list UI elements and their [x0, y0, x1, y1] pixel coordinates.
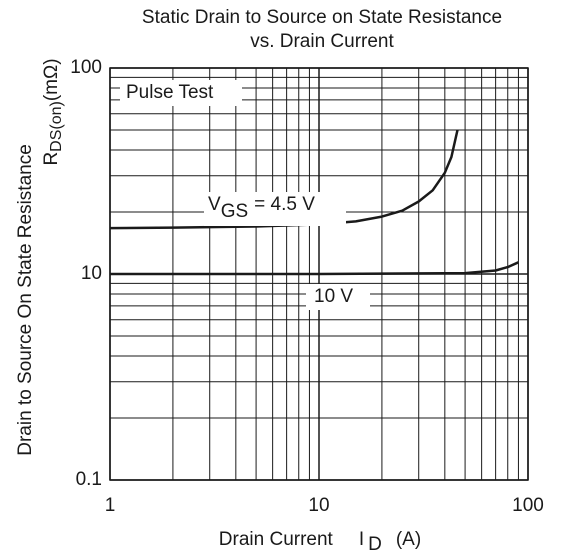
- y-tick-label: 0.1: [76, 469, 102, 490]
- y-tick-label: 10: [81, 263, 102, 284]
- y-axis-label-symbol: RDS(on)(mΩ): [41, 58, 65, 165]
- x-label-unit: (A): [396, 529, 421, 550]
- x-tick-label: 1: [105, 495, 116, 516]
- label-background: [204, 192, 346, 226]
- y-tick-label: 100: [70, 57, 102, 78]
- x-axis-label: Drain Current I D (A): [219, 529, 421, 555]
- series-label: VGS = 4.5 V: [208, 194, 315, 222]
- x-label-symbol: I: [359, 529, 364, 550]
- x-tick-label: 100: [512, 495, 544, 516]
- annotation: Pulse Test: [126, 82, 214, 103]
- y-axis-label: Drain to Source On State Resistance: [15, 144, 36, 456]
- line-series: [109, 129, 459, 230]
- label-background: [306, 284, 370, 310]
- series-label: 10 V: [314, 286, 353, 307]
- x-tick-label: 10: [308, 495, 329, 516]
- series-label-main: V: [208, 194, 221, 215]
- y-label-unit: (mΩ): [41, 58, 62, 101]
- x-label-sub: D: [368, 534, 382, 555]
- series-label-rest: = 4.5 V: [254, 194, 315, 215]
- line-series: [110, 261, 519, 276]
- label-background: [120, 80, 242, 106]
- chart-title: Static Drain to Source on State Resistan…: [142, 7, 502, 28]
- chart-title: vs. Drain Current: [250, 31, 394, 52]
- y-label-symbol: R: [41, 152, 62, 166]
- series-label-sub: GS: [221, 201, 248, 222]
- x-label-main: Drain Current: [219, 529, 334, 550]
- y-label-sub: DS(on): [48, 101, 65, 152]
